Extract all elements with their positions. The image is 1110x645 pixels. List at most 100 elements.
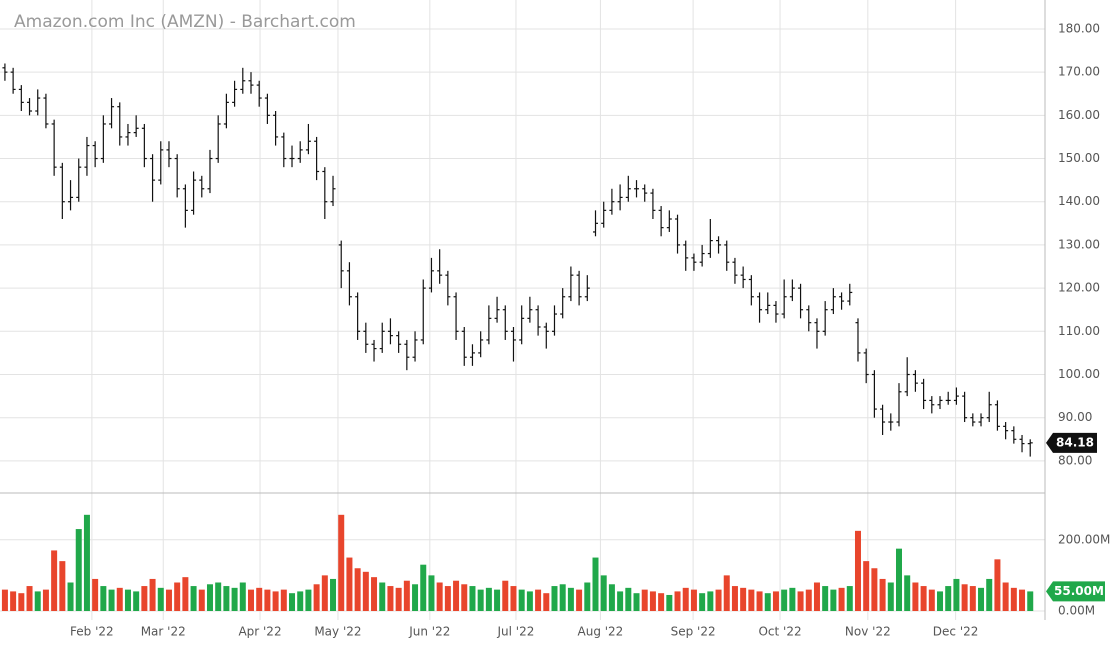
volume-bar	[813, 582, 820, 611]
volume-bar	[231, 587, 238, 611]
volume-bar	[887, 582, 894, 611]
volume-badge-label: 55.00M	[1054, 584, 1104, 598]
volume-tick-label: 200.00M	[1058, 532, 1110, 546]
volume-bar	[1010, 587, 1017, 611]
volume-bar	[567, 587, 574, 611]
volume-bar	[223, 586, 230, 611]
volume-bar	[26, 586, 33, 611]
x-tick-label: Aug '22	[578, 625, 624, 639]
volume-bar	[649, 591, 656, 611]
volume-bar	[633, 593, 640, 611]
volume-bar	[912, 582, 919, 611]
volume-bar	[42, 589, 49, 611]
volume-bar	[1027, 591, 1034, 611]
volume-bar	[953, 578, 960, 611]
volume-badge	[1046, 581, 1105, 602]
x-tick-label: Feb '22	[70, 625, 114, 639]
volume-bar	[100, 586, 107, 611]
volume-bar	[772, 591, 779, 611]
volume-bar	[34, 591, 41, 611]
volume-bar	[699, 593, 706, 611]
volume-bar	[280, 589, 287, 611]
volume-bar	[592, 557, 599, 611]
volume-bar	[362, 571, 369, 611]
volume-bar	[1, 589, 8, 611]
volume-bar	[108, 589, 115, 611]
volume-bar	[978, 587, 985, 611]
volume-bar	[535, 589, 542, 611]
volume-bar	[969, 586, 976, 611]
x-tick-label: Dec '22	[933, 625, 979, 639]
volume-bar	[67, 582, 74, 611]
volume-bar	[641, 589, 648, 611]
volume-bar	[854, 530, 861, 611]
volume-bar	[584, 582, 591, 611]
volume-bar	[395, 587, 402, 611]
volume-bar	[116, 587, 123, 611]
volume-bar	[690, 589, 697, 611]
volume-bar	[206, 584, 213, 611]
volume-bar	[256, 587, 263, 611]
y-tick-label: 140.00	[1058, 194, 1100, 208]
volume-bar	[822, 586, 829, 611]
volume-bar	[617, 591, 624, 611]
volume-bar	[797, 591, 804, 611]
volume-bar	[707, 591, 714, 611]
y-tick-label: 80.00	[1058, 453, 1092, 467]
volume-bar	[543, 593, 550, 611]
volume-bar	[239, 582, 246, 611]
volume-bar	[731, 586, 738, 611]
volume-bar	[133, 591, 140, 611]
volume-bar	[313, 584, 320, 611]
volume-bar	[863, 561, 870, 611]
volume-bar	[59, 561, 66, 611]
volume-bar	[895, 548, 902, 611]
volume-bar	[379, 582, 386, 611]
volume-bar	[789, 587, 796, 611]
volume-bar	[272, 591, 279, 611]
volume-bar	[830, 589, 837, 611]
volume-bar	[740, 587, 747, 611]
volume-bar	[485, 587, 492, 611]
volume-bar	[945, 586, 952, 611]
y-tick-label: 100.00	[1058, 367, 1100, 381]
volume-bar	[420, 564, 427, 611]
volume-bar	[846, 586, 853, 611]
volume-bar	[723, 575, 730, 611]
volume-bar	[264, 589, 271, 611]
volume-bar	[165, 589, 172, 611]
volume-bar	[551, 586, 558, 611]
volume-bar	[674, 591, 681, 611]
volume-bar	[658, 593, 665, 611]
volume-bar	[748, 589, 755, 611]
x-tick-label: Oct '22	[758, 625, 801, 639]
x-tick-label: Sep '22	[671, 625, 716, 639]
volume-bar	[141, 586, 148, 611]
volume-bar	[371, 577, 378, 611]
volume-bar	[608, 584, 615, 611]
volume-bar	[215, 582, 222, 611]
x-tick-label: Nov '22	[845, 625, 891, 639]
volume-bar	[986, 578, 993, 611]
x-tick-label: Jun '22	[408, 625, 450, 639]
volume-bar	[247, 589, 254, 611]
volume-bar	[289, 593, 296, 611]
volume-bar	[10, 591, 17, 611]
volume-bar	[994, 559, 1001, 611]
volume-bar	[879, 578, 886, 611]
volume-bar	[764, 593, 771, 611]
volume-bar	[428, 575, 435, 611]
x-tick-label: Mar '22	[141, 625, 186, 639]
volume-bar	[403, 580, 410, 611]
volume-bar	[600, 575, 607, 611]
price-badge-label: 84.18	[1056, 435, 1094, 449]
y-tick-label: 90.00	[1058, 410, 1092, 424]
volume-bar	[92, 578, 99, 611]
volume-bar	[461, 584, 468, 611]
volume-bar	[1002, 582, 1009, 611]
x-tick-label: Jul '22	[497, 625, 535, 639]
volume-bar	[51, 550, 58, 611]
volume-bar	[444, 586, 451, 611]
volume-bar	[182, 577, 189, 611]
